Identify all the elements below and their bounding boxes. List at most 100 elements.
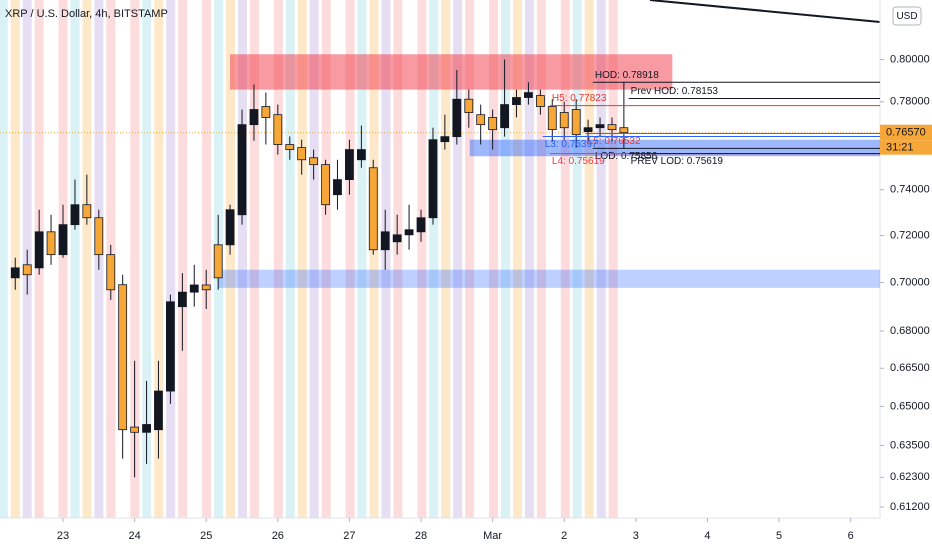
x-tick-label: 6 [848,530,854,542]
candle-body [595,124,605,129]
candle-body [130,426,140,433]
candle-body [309,157,319,166]
session-stripe [285,0,295,518]
session-stripe [345,0,355,518]
x-tick-label: Mar [483,530,502,542]
level-label: PREV LOD: 0.75619 [631,156,724,167]
session-stripe [489,0,499,518]
session-stripe [512,0,522,518]
session-stripe [225,0,235,518]
candle-body [512,97,521,105]
candle-body [201,284,211,291]
session-stripe [357,0,367,518]
candle-body [118,284,128,431]
candle-body [321,164,330,206]
session-stripe [524,0,534,518]
y-tick-label: 0.80000 [890,53,930,65]
x-tick-label: 2 [561,530,567,542]
y-tick-label: 0.78000 [890,96,930,108]
last-price-box [880,124,932,141]
candle-body [547,106,557,131]
candle-body [571,109,581,136]
candle-body [189,284,199,293]
session-stripe [273,0,283,518]
session-stripe [249,0,259,518]
candle-body [428,139,438,219]
session-stripe [441,0,451,518]
candle-body [500,104,509,129]
candle-body [583,127,593,133]
trend-line [649,0,881,23]
candle-body [404,229,414,236]
session-stripe [429,0,439,518]
candle-body [154,390,163,431]
session-stripe [572,0,582,518]
session-stripe [237,0,247,518]
session-stripe [465,0,475,518]
candle-body [142,424,151,433]
y-tick-label: 0.72000 [890,229,930,241]
session-stripe [584,0,594,518]
zone [218,269,880,288]
candle-body [476,114,486,126]
y-tick-label: 0.65000 [890,400,930,412]
currency-badge[interactable] [892,6,922,26]
zone [230,54,673,90]
candle-body [619,127,629,134]
candle-body [166,301,175,392]
session-stripe [142,0,152,518]
x-tick-label: 24 [128,530,140,542]
candle-body [10,267,20,279]
session-stripe [321,0,331,518]
x-tick-label: 27 [343,530,355,542]
y-tick-label: 0.62300 [890,471,930,483]
level-label: H5: 0.77823 [552,93,607,104]
y-tick-label: 0.66500 [890,362,930,374]
currency-label[interactable]: USD [896,11,917,22]
session-stripe [0,0,8,518]
candle-body [237,124,247,216]
candle-body [106,254,116,291]
candle-body [524,92,533,98]
session-stripe [560,0,570,518]
x-tick-label: 28 [415,530,427,542]
session-stripe [501,0,511,518]
level-label: HOD: 0.78918 [595,70,659,81]
candle-body [345,149,354,181]
x-tick-label: 26 [272,530,284,542]
candle-body [225,209,235,246]
x-tick-label: 25 [200,530,212,542]
candle-body [333,179,342,196]
session-stripe [381,0,391,518]
candle-body [559,112,569,129]
session-stripe [453,0,463,518]
y-tick-label: 0.68000 [890,325,930,337]
session-stripe [82,0,92,518]
candle-body [464,98,474,113]
x-tick-label: 5 [776,530,782,542]
countdown-label: 31:21 [886,142,914,154]
x-tick-label: 23 [57,530,69,542]
session-stripe [417,0,427,518]
session-stripe [58,0,68,518]
candle-body [94,217,104,256]
y-tick-label: 0.63500 [890,439,930,451]
candle-body [488,117,498,131]
x-tick-label: 4 [704,530,710,542]
session-stripe [70,0,80,518]
candle-body [22,264,32,276]
candle-body [82,204,92,219]
session-stripe [536,0,546,518]
candle-body [297,147,307,161]
y-tick-label: 0.61200 [890,501,930,513]
session-stripe [608,0,618,518]
candle-body [261,106,271,118]
candle-body [392,234,402,243]
session-stripe [393,0,403,518]
session-stripe [178,0,188,518]
countdown-box [880,140,932,155]
candle-body [46,231,56,256]
session-stripe [297,0,307,518]
x-tick-label: 3 [633,530,639,542]
